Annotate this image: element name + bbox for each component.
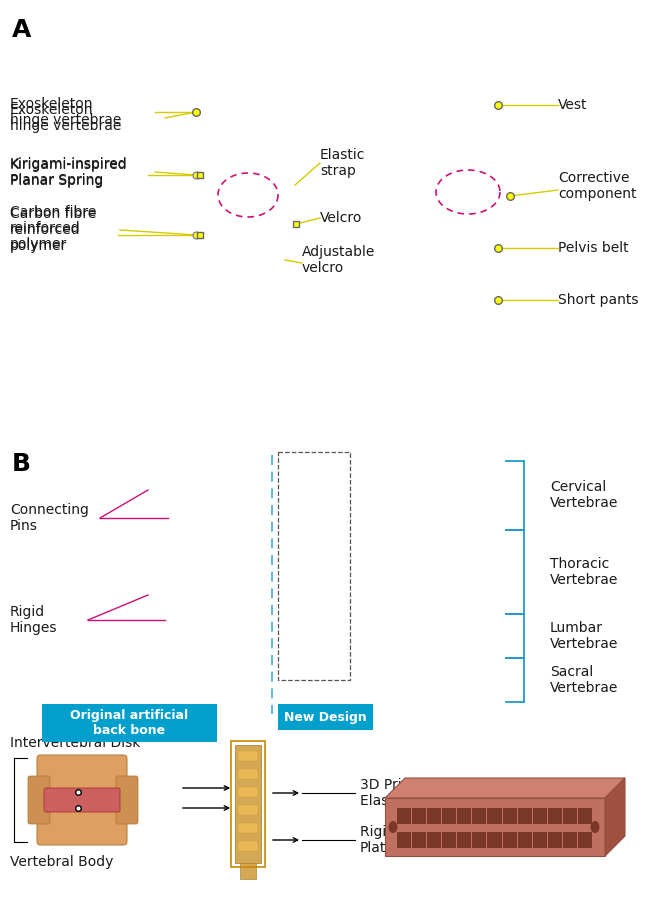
- Bar: [442, 832, 456, 848]
- Text: Cervical
Vertebrae: Cervical Vertebrae: [550, 480, 619, 510]
- Text: Exoskeleton
hinge vertebrae: Exoskeleton hinge vertebrae: [10, 103, 121, 133]
- Text: Lumbar
Vertebrae: Lumbar Vertebrae: [550, 621, 619, 651]
- Text: Pelvis belt: Pelvis belt: [558, 241, 629, 255]
- Bar: [235, 745, 261, 863]
- Text: 3D Printed
Elastic Spring: 3D Printed Elastic Spring: [360, 778, 455, 808]
- Text: Elastic
strap: Elastic strap: [320, 148, 366, 179]
- Bar: [563, 808, 577, 824]
- Text: Vertebral Body: Vertebral Body: [10, 855, 113, 869]
- Ellipse shape: [389, 821, 397, 833]
- Bar: [487, 808, 501, 824]
- Text: Kirigami-inspired
Planar Spring: Kirigami-inspired Planar Spring: [10, 158, 127, 188]
- Bar: [517, 808, 531, 824]
- Text: B: B: [12, 452, 31, 476]
- Text: Carbon fibre
reinforced
polymer: Carbon fibre reinforced polymer: [10, 207, 97, 253]
- Text: Rigid
Hinges: Rigid Hinges: [10, 605, 58, 635]
- Bar: [548, 808, 562, 824]
- Bar: [427, 832, 442, 848]
- Bar: [442, 808, 456, 824]
- FancyBboxPatch shape: [37, 755, 127, 789]
- Bar: [385, 798, 605, 856]
- Bar: [397, 808, 411, 824]
- Bar: [458, 808, 472, 824]
- Bar: [472, 808, 486, 824]
- Bar: [548, 832, 562, 848]
- Text: New Design: New Design: [284, 710, 367, 724]
- Text: Velcro: Velcro: [320, 211, 362, 225]
- Bar: [238, 805, 258, 815]
- Bar: [427, 808, 442, 824]
- Bar: [503, 832, 517, 848]
- Polygon shape: [385, 778, 625, 798]
- Bar: [240, 863, 256, 879]
- Bar: [517, 832, 531, 848]
- Bar: [278, 452, 350, 680]
- Bar: [533, 808, 547, 824]
- Text: Corrective
component: Corrective component: [558, 171, 637, 201]
- Bar: [503, 808, 517, 824]
- Bar: [42, 704, 217, 742]
- Bar: [238, 841, 258, 851]
- Text: Sacral
Vertebrae: Sacral Vertebrae: [550, 665, 619, 695]
- FancyBboxPatch shape: [28, 776, 50, 824]
- Bar: [412, 808, 426, 824]
- Bar: [397, 832, 411, 848]
- Text: Rigid Hinge
Plate: Rigid Hinge Plate: [360, 825, 440, 855]
- Bar: [231, 741, 265, 867]
- FancyBboxPatch shape: [116, 776, 138, 824]
- Bar: [472, 832, 486, 848]
- Bar: [563, 832, 577, 848]
- Bar: [278, 704, 373, 730]
- Text: Thoracic
Vertebrae: Thoracic Vertebrae: [550, 557, 619, 588]
- Text: Original artificial
back bone: Original artificial back bone: [70, 709, 189, 737]
- Bar: [578, 808, 592, 824]
- Text: Intervertebral Disk: Intervertebral Disk: [10, 736, 140, 750]
- Text: Exoskeleton
hinge vertebrae: Exoskeleton hinge vertebrae: [10, 97, 121, 127]
- Ellipse shape: [590, 821, 599, 833]
- Text: Carbon fibre
reinforced
polymer: Carbon fibre reinforced polymer: [10, 205, 97, 251]
- Bar: [238, 823, 258, 833]
- Text: Connecting
Pins: Connecting Pins: [10, 503, 89, 533]
- Bar: [238, 787, 258, 797]
- Bar: [238, 751, 258, 761]
- Bar: [578, 832, 592, 848]
- FancyBboxPatch shape: [37, 811, 127, 845]
- Text: Adjustable
velcro: Adjustable velcro: [302, 245, 375, 275]
- Bar: [412, 832, 426, 848]
- Bar: [238, 769, 258, 779]
- FancyBboxPatch shape: [44, 788, 120, 812]
- Bar: [487, 832, 501, 848]
- Text: Short pants: Short pants: [558, 293, 639, 307]
- Bar: [533, 832, 547, 848]
- Polygon shape: [605, 778, 625, 856]
- Text: Vest: Vest: [558, 98, 588, 112]
- Text: A: A: [12, 18, 32, 42]
- Text: Kirigami-inspired
Planar Spring: Kirigami-inspired Planar Spring: [10, 157, 127, 187]
- Bar: [458, 832, 472, 848]
